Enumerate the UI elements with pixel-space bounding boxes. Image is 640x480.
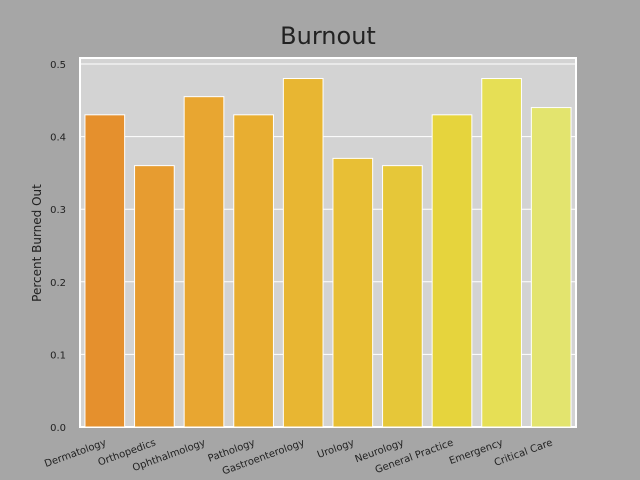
bar-ophthalmology [183,96,225,428]
y-tick-label: 0.1 [50,350,66,361]
bars [84,78,572,428]
y-tick-label: 0.2 [50,278,66,289]
y-tick-label: 0.5 [50,60,66,71]
bar-urology [332,157,374,428]
bar-orthopedics [134,165,175,428]
y-tick-label: 0.4 [50,133,66,144]
y-tick-label: 0.0 [50,423,66,434]
x-tick-label: Urology [316,437,356,461]
y-axis-label: Percent Burned Out [30,184,44,302]
bar-general-practice [431,114,473,428]
bar-emergency [481,78,522,428]
bar-dermatology [84,114,126,428]
bar-gastroenterology [282,78,324,428]
y-tick-label: 0.3 [50,205,66,216]
bar-neurology [382,165,423,428]
y-tick-labels: 0.0 0.1 0.2 0.3 0.4 0.5 [50,60,66,434]
chart-title: Burnout [280,22,376,50]
bar-pathology [233,114,274,428]
bar-critical-care [530,107,572,428]
